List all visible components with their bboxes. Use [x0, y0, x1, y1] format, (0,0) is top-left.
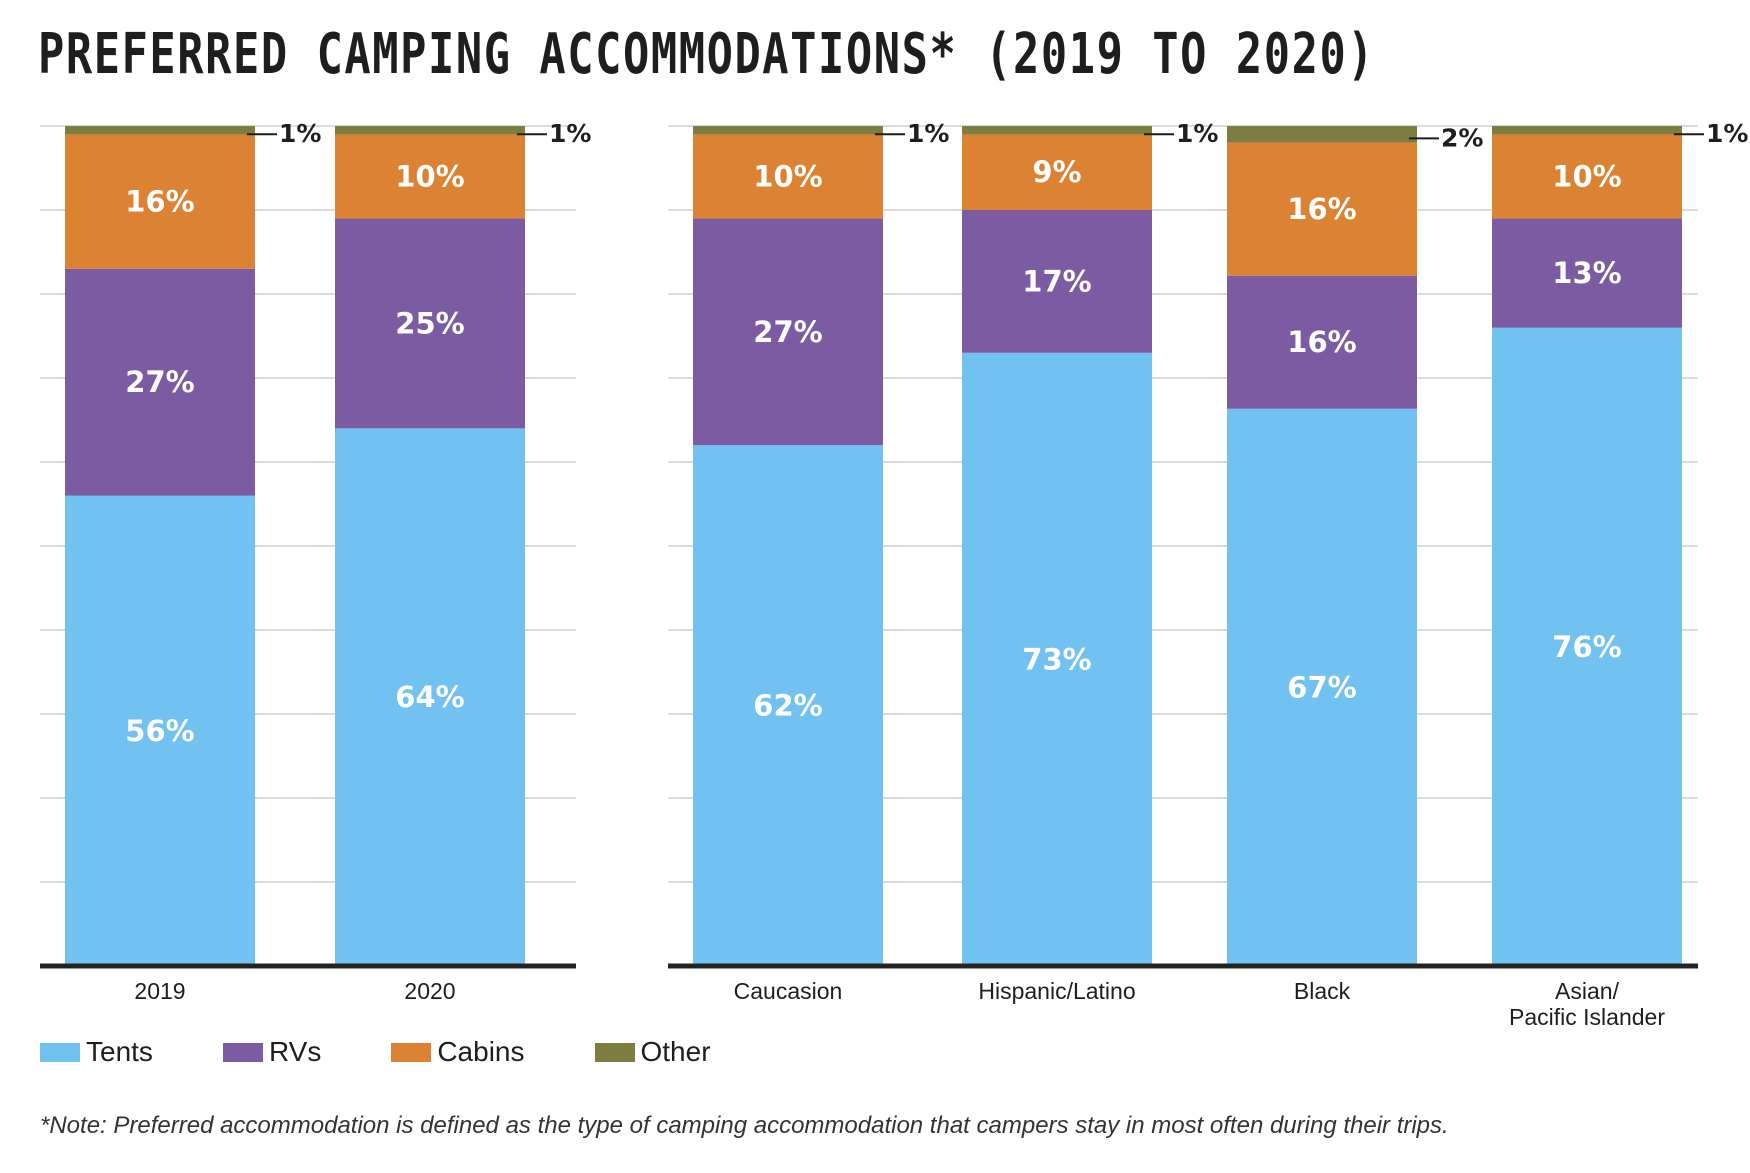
legend-label-cabins: Cabins [437, 1036, 525, 1067]
bar-black-other-label: 2% [1441, 123, 1483, 152]
bar-2019-other-label: 1% [279, 119, 321, 148]
legend-item-tents: Tents [40, 1036, 153, 1068]
bar-asian-pacific-islander-cabins-label: 10% [1552, 159, 1621, 193]
bar-2020-rvs [335, 218, 525, 429]
bar-asian-pacific-islander-other [1492, 126, 1682, 135]
category-label-black: Black [1294, 978, 1351, 1004]
category-label-hispanic-latino: Hispanic/Latino [978, 978, 1135, 1004]
bar-2020-rvs-label: 25% [395, 306, 464, 340]
legend-item-rvs: RVs [222, 1036, 322, 1068]
category-label-2020: 2020 [404, 978, 455, 1004]
category-label-caucasion: Caucasion [734, 978, 843, 1004]
category-label-2019: 2019 [134, 978, 185, 1004]
bar-asian-pacific-islander-cabins [1492, 134, 1682, 219]
bar-black-tents [1227, 408, 1417, 966]
bar-2020-cabins [335, 134, 525, 219]
bar-2019-rvs-label: 27% [125, 365, 194, 399]
bar-caucasion-other [693, 126, 883, 135]
legend-label-rvs: RVs [268, 1036, 322, 1067]
legend-item-other: Other [594, 1036, 711, 1068]
bar-asian-pacific-islander-tents-label: 76% [1552, 630, 1621, 664]
legend-label-other: Other [640, 1036, 711, 1067]
bar-hispanic-latino-cabins [962, 134, 1152, 210]
bar-black-rvs [1227, 275, 1417, 409]
bar-2020-cabins-label: 10% [395, 159, 464, 193]
bar-black-rvs-label: 16% [1287, 325, 1356, 359]
legend-label-tents: Tents [86, 1036, 153, 1067]
bar-caucasion-tents-label: 62% [753, 689, 822, 723]
bar-black-cabins [1227, 142, 1417, 276]
bar-2019-tents-label: 56% [125, 714, 194, 748]
bar-2020-tents [335, 428, 525, 966]
legend: Tents RVs Cabins Other [40, 1036, 781, 1068]
bar-black-cabins-label: 16% [1287, 192, 1356, 226]
bar-asian-pacific-islander-other-label: 1% [1706, 119, 1748, 148]
legend-swatch-cabins [391, 1042, 432, 1062]
bar-hispanic-latino-cabins-label: 9% [1032, 155, 1081, 189]
bar-hispanic-latino-other [962, 126, 1152, 135]
legend-swatch-tents [40, 1042, 80, 1062]
bar-2019-rvs [65, 268, 255, 496]
legend-swatch-rvs [222, 1042, 263, 1062]
bar-2019-other [65, 126, 255, 135]
bar-2020-tents-label: 64% [395, 680, 464, 714]
category-label-asian-pacific-islander: Asian/ [1555, 978, 1620, 1004]
bar-caucasion-cabins [693, 134, 883, 219]
bar-hispanic-latino-rvs [962, 210, 1152, 353]
legend-item-cabins: Cabins [391, 1036, 525, 1068]
chart-title: PREFERRED CAMPING ACCOMMODATIONS* (2019 … [38, 22, 1376, 87]
bar-2019-tents [65, 495, 255, 966]
bar-hispanic-latino-tents [962, 352, 1152, 966]
legend-swatch-other [594, 1042, 635, 1062]
bar-hispanic-latino-tents-label: 73% [1022, 642, 1091, 676]
footnote: *Note: Preferred accommodation is define… [40, 1112, 1449, 1139]
bar-hispanic-latino-rvs-label: 17% [1022, 264, 1091, 298]
bar-asian-pacific-islander-rvs [1492, 218, 1682, 328]
bar-caucasion-tents [693, 445, 883, 966]
bar-2020-other [335, 126, 525, 135]
bar-caucasion-other-label: 1% [907, 119, 949, 148]
bar-asian-pacific-islander-rvs-label: 13% [1552, 256, 1621, 290]
bar-hispanic-latino-other-label: 1% [1176, 119, 1218, 148]
bar-black-other [1227, 126, 1417, 143]
bar-2019-cabins [65, 134, 255, 269]
bar-asian-pacific-islander-tents [1492, 327, 1682, 967]
category-label-asian-pacific-islander: Pacific Islander [1509, 1004, 1665, 1030]
bar-caucasion-rvs [693, 218, 883, 446]
bar-black-tents-label: 67% [1287, 670, 1356, 704]
bar-2019-cabins-label: 16% [125, 185, 194, 219]
bar-2020-other-label: 1% [549, 119, 591, 148]
bar-caucasion-rvs-label: 27% [753, 315, 822, 349]
bar-caucasion-cabins-label: 10% [753, 159, 822, 193]
